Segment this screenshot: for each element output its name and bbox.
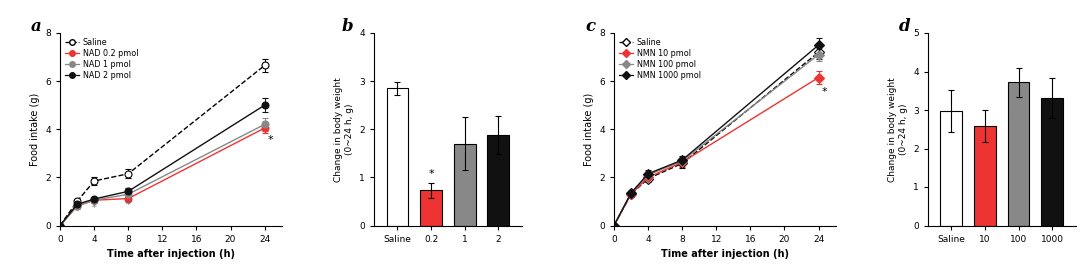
Y-axis label: Change in body weight
(0~24 h, g): Change in body weight (0~24 h, g) (334, 77, 354, 182)
Text: c: c (585, 18, 595, 35)
X-axis label: Time after injection (h): Time after injection (h) (107, 249, 235, 259)
Y-axis label: Food intake (g): Food intake (g) (583, 93, 594, 166)
Text: *: * (92, 204, 96, 213)
Legend: Saline, NMN 10 pmol, NMN 100 pmol, NMN 1000 pmol: Saline, NMN 10 pmol, NMN 100 pmol, NMN 1… (616, 35, 703, 82)
Y-axis label: Food intake (g): Food intake (g) (29, 93, 39, 166)
Bar (420, 190, 442, 226)
Text: *: * (822, 87, 828, 97)
Text: *: * (126, 200, 131, 210)
Text: a: a (32, 18, 41, 35)
Text: b: b (342, 18, 353, 35)
Legend: Saline, NAD 0.2 pmol, NAD 1 pmol, NAD 2 pmol: Saline, NAD 0.2 pmol, NAD 1 pmol, NAD 2 … (62, 35, 141, 82)
Bar (453, 144, 475, 226)
Y-axis label: Change in body weight
(0~24 h, g): Change in body weight (0~24 h, g) (888, 77, 907, 182)
Bar (387, 88, 408, 226)
Bar (974, 126, 996, 226)
X-axis label: Time after injection (h): Time after injection (h) (661, 249, 788, 259)
Text: d: d (899, 18, 910, 35)
Text: *: * (268, 135, 274, 145)
Bar (487, 135, 509, 226)
Text: *: * (428, 169, 434, 179)
Bar (940, 111, 962, 226)
Bar (1041, 98, 1063, 226)
Bar (1008, 82, 1030, 225)
